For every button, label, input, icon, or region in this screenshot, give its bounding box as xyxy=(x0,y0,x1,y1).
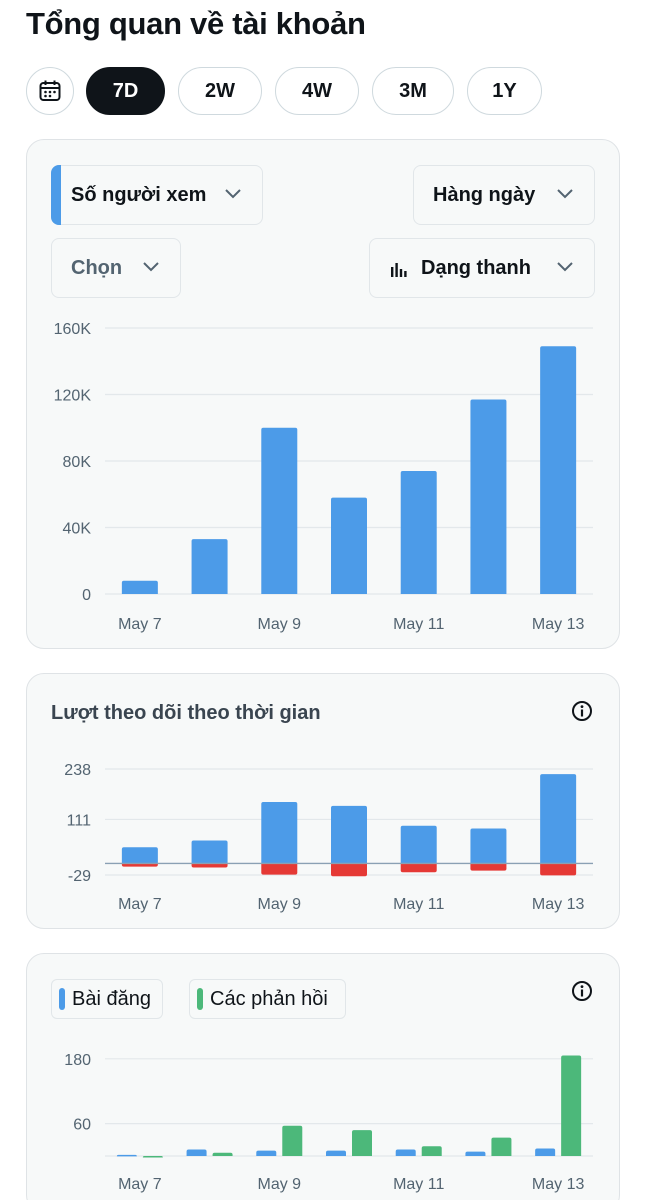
posts-replies-card: Bài đăng Các phản hồi 60 180 May 7 May 9 May… xyxy=(26,953,620,1200)
x-tick-label: May 7 xyxy=(118,896,162,913)
x-tick-label: May 7 xyxy=(118,1176,162,1193)
compare-dropdown-label: Chọn xyxy=(71,256,123,279)
y-tick-label: 160K xyxy=(54,321,92,338)
posts-bar xyxy=(465,1151,486,1156)
time-range-selector: 7D 2W 4W 3M 1Y xyxy=(26,67,555,115)
x-tick-label: May 11 xyxy=(393,896,444,913)
followers-loss-bar xyxy=(470,863,507,871)
legend-posts-label: Bài đăng xyxy=(72,987,151,1010)
followers-bar-chart: -29 111 238 May 7 May 9 May 11 May 13 xyxy=(64,762,593,913)
followers-card-title: Lượt theo dõi theo thời gian xyxy=(51,702,321,724)
posts-bar xyxy=(326,1150,346,1156)
replies-bar xyxy=(352,1130,372,1156)
calendar-icon xyxy=(39,80,61,101)
legend-posts[interactable]: Bài đăng xyxy=(51,979,163,1019)
range-1y-button[interactable]: 1Y xyxy=(467,67,542,115)
viewers-bar xyxy=(261,427,298,594)
viewers-bar xyxy=(400,470,437,594)
legend-posts-swatch xyxy=(59,988,65,1010)
followers-loss-bar xyxy=(121,863,158,867)
page-title: Tổng quan về tài khoản xyxy=(26,6,366,41)
chevron-down-icon xyxy=(557,189,573,199)
x-tick-label: May 9 xyxy=(257,1176,301,1193)
legend-replies[interactable]: Các phản hồi xyxy=(189,979,346,1019)
interval-dropdown[interactable]: Hàng ngày xyxy=(413,165,595,225)
viewers-bar xyxy=(470,399,507,594)
x-tick-label: May 13 xyxy=(532,896,585,913)
viewers-bar xyxy=(191,539,228,594)
info-icon[interactable] xyxy=(571,700,593,722)
y-tick-label: 40K xyxy=(63,521,92,538)
metric-dropdown-label: Số người xem xyxy=(71,183,207,206)
replies-bar xyxy=(212,1152,233,1156)
followers-gain-bar xyxy=(331,805,367,864)
replies-bar xyxy=(142,1156,163,1158)
x-tick-label: May 11 xyxy=(393,616,444,633)
followers-gain-bar xyxy=(400,825,437,864)
posts-bar xyxy=(116,1154,137,1157)
chevron-down-icon xyxy=(557,262,573,272)
range-7d-button[interactable]: 7D xyxy=(86,67,165,115)
chevron-down-icon xyxy=(225,189,241,199)
followers-loss-bar xyxy=(191,863,228,868)
chart-type-dropdown-label: Dạng thanh xyxy=(421,256,531,279)
x-tick-label: May 13 xyxy=(532,616,585,633)
posts-bar xyxy=(395,1149,416,1156)
followers-loss-bar xyxy=(261,863,298,875)
interval-dropdown-label: Hàng ngày xyxy=(433,183,536,206)
replies-bar xyxy=(421,1146,442,1156)
followers-gain-bar xyxy=(261,801,298,864)
calendar-button[interactable] xyxy=(26,67,74,115)
legend-replies-label: Các phản hồi xyxy=(210,987,328,1010)
range-4w-button[interactable]: 4W xyxy=(275,67,359,115)
viewers-bar xyxy=(540,346,577,594)
chart-type-dropdown[interactable]: Dạng thanh xyxy=(369,238,595,298)
viewers-card: Số người xem Hàng ngày Chọn Dạng thanh 0… xyxy=(26,139,620,649)
x-tick-label: May 7 xyxy=(118,616,162,633)
range-3m-button[interactable]: 3M xyxy=(372,67,454,115)
viewers-bar xyxy=(121,580,158,594)
info-icon[interactable] xyxy=(571,980,593,1002)
compare-dropdown[interactable]: Chọn xyxy=(51,238,181,298)
x-tick-label: May 9 xyxy=(257,616,301,633)
posts-bar xyxy=(535,1148,556,1156)
y-tick-label: 120K xyxy=(54,388,92,405)
range-2w-button[interactable]: 2W xyxy=(178,67,262,115)
metric-accent-bar xyxy=(51,165,61,225)
x-tick-label: May 11 xyxy=(393,1176,444,1193)
x-tick-label: May 9 xyxy=(257,896,301,913)
chevron-down-icon xyxy=(143,262,159,272)
replies-bar xyxy=(282,1125,303,1156)
posts-replies-bar-chart: 60 180 May 7 May 9 May 11 May 13 xyxy=(64,1052,593,1193)
y-tick-label: 238 xyxy=(64,762,91,779)
metric-dropdown[interactable]: Số người xem xyxy=(51,165,263,225)
posts-bar xyxy=(256,1150,277,1156)
followers-gain-bar xyxy=(191,840,228,864)
bar-chart-icon xyxy=(391,263,407,277)
followers-loss-bar xyxy=(331,863,367,877)
y-tick-label: 60 xyxy=(73,1117,91,1134)
y-tick-label: 180 xyxy=(64,1052,91,1069)
legend-replies-swatch xyxy=(197,988,203,1010)
followers-gain-bar xyxy=(121,847,158,864)
viewers-bar xyxy=(331,497,367,594)
followers-loss-bar xyxy=(540,863,577,876)
y-tick-label: -29 xyxy=(68,868,91,885)
followers-card: Lượt theo dõi theo thời gian -29 111 238 Ma… xyxy=(26,673,620,929)
y-tick-label: 0 xyxy=(82,587,91,604)
y-tick-label: 111 xyxy=(67,812,91,829)
posts-bar xyxy=(186,1149,207,1156)
viewers-bar-chart: 0 40K 80K 120K 160K May 7 May 9 May 11 May 13 xyxy=(54,321,593,633)
followers-gain-bar xyxy=(540,774,577,864)
followers-gain-bar xyxy=(470,828,507,864)
followers-loss-bar xyxy=(400,863,437,873)
replies-bar xyxy=(561,1055,582,1156)
replies-bar xyxy=(491,1137,512,1156)
y-tick-label: 80K xyxy=(63,454,92,471)
x-tick-label: May 13 xyxy=(532,1176,585,1193)
